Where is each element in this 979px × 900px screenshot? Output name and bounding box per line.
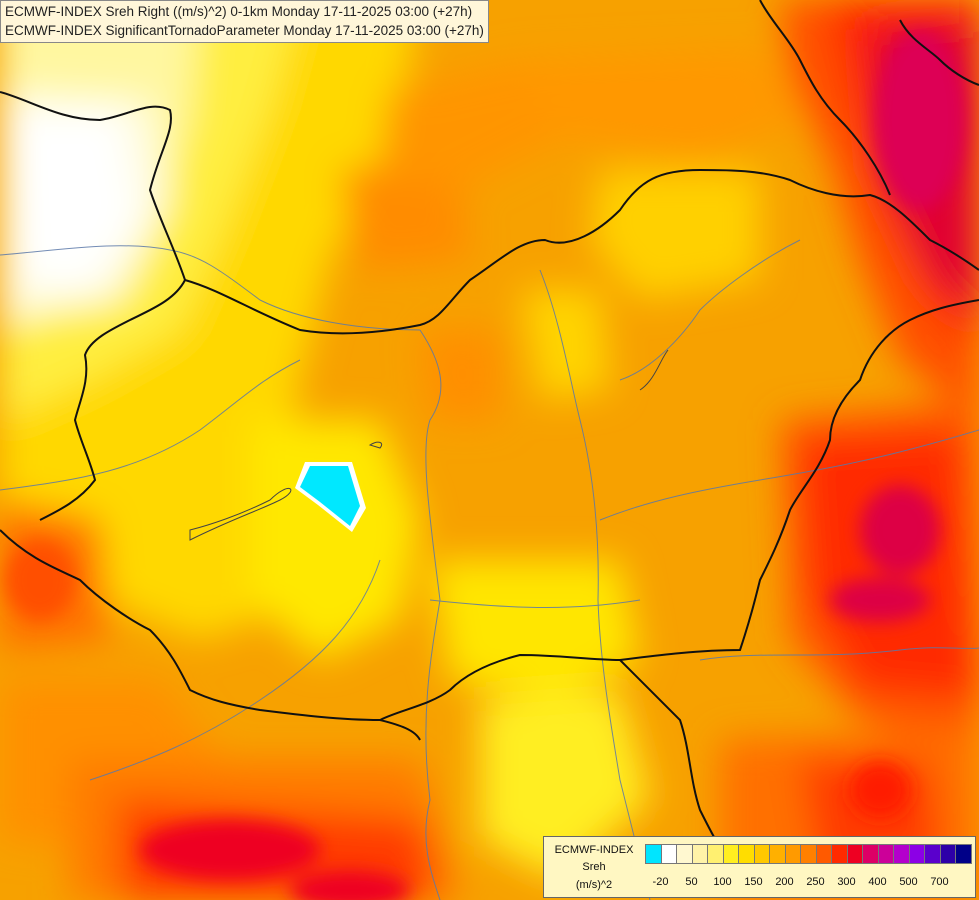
legend-swatch	[955, 844, 972, 864]
legend-swatch	[722, 844, 739, 864]
region-borders	[189, 349, 669, 541]
map-title-box: ECMWF-INDEX Sreh Right ((m/s)^2) 0-1km M…	[0, 0, 489, 43]
field-peaks	[5, 30, 965, 900]
legend-model-label: ECMWF-INDEX	[554, 844, 634, 856]
color-legend: ECMWF-INDEX Sreh (m/s)^2 -20 50 100 150 200 2…	[543, 836, 976, 898]
legend-tick-label: 300	[837, 876, 856, 888]
legend-tick-label: 400	[868, 876, 887, 888]
title-line-stp: ECMWF-INDEX SignificantTornadoParameter …	[5, 23, 484, 38]
legend-tick-label: 700	[930, 876, 949, 888]
title-line-sreh: ECMWF-INDEX Sreh Right ((m/s)^2) 0-1km M…	[5, 4, 473, 19]
legend-swatch	[908, 844, 925, 864]
legend-swatch	[645, 844, 662, 864]
legend-swatch	[676, 844, 693, 864]
legend-swatch	[893, 844, 910, 864]
legend-tick-label: 200	[775, 876, 794, 888]
legend-swatch	[769, 844, 786, 864]
legend-swatch	[939, 844, 956, 864]
legend-swatch	[862, 844, 879, 864]
legend-swatch	[784, 844, 801, 864]
legend-param-label: Sreh	[582, 861, 606, 873]
country-borders	[0, 0, 979, 861]
legend-tick-label: 50	[685, 876, 698, 888]
legend-swatch	[707, 844, 724, 864]
legend-unit-label: (m/s)^2	[575, 879, 613, 891]
legend-tick-label: 250	[806, 876, 825, 888]
legend-swatch	[831, 844, 848, 864]
river-lines	[0, 239, 979, 900]
legend-swatch	[846, 844, 863, 864]
legend-swatch	[753, 844, 770, 864]
lake-highlight	[300, 466, 360, 526]
legend-tick-label: 100	[713, 876, 732, 888]
legend-tick-label: -20	[652, 876, 669, 888]
legend-swatch	[738, 844, 755, 864]
legend-swatch	[815, 844, 832, 864]
legend-swatch	[924, 844, 941, 864]
legend-swatch	[691, 844, 708, 864]
legend-tick-label: 500	[899, 876, 918, 888]
legend-swatch	[877, 844, 894, 864]
legend-swatch	[800, 844, 817, 864]
legend-tick-label: 150	[744, 876, 763, 888]
legend-swatch	[660, 844, 677, 864]
